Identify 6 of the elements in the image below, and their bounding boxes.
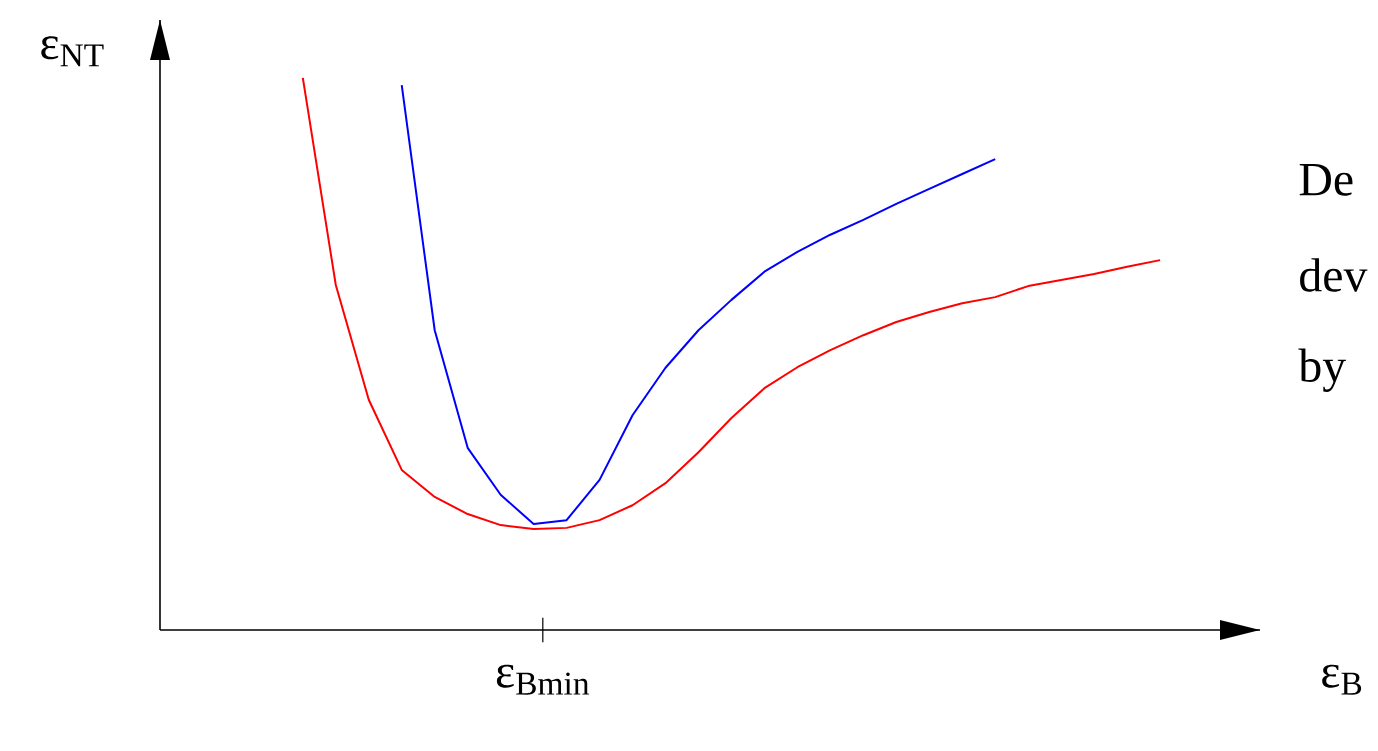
- text: by: [1298, 348, 1346, 392]
- text: ε$_{Bmin}$: [496, 664, 590, 695]
- x-axis-title: ε$_{B}$: [1322, 664, 1362, 695]
- text: De: [1299, 163, 1353, 196]
- text: dev: [1300, 258, 1368, 292]
- y-axis-title: ε$_{NT}$: [41, 36, 104, 67]
